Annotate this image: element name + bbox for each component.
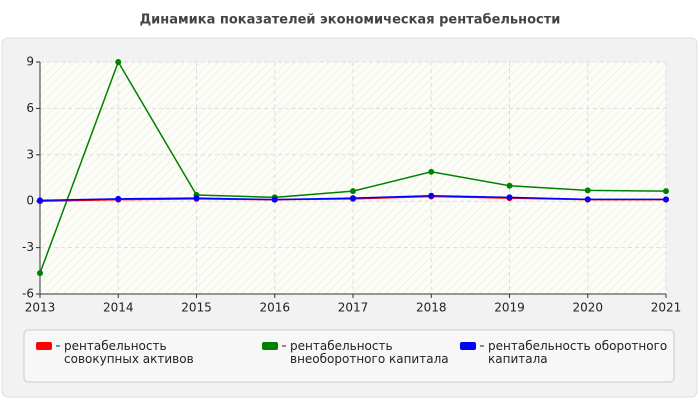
point <box>663 188 669 195</box>
point <box>428 168 435 175</box>
x-tick-label: 2020 <box>572 301 603 315</box>
point <box>37 197 43 204</box>
point <box>506 182 513 189</box>
point <box>663 196 669 203</box>
point <box>193 195 200 202</box>
point <box>115 195 122 202</box>
point <box>350 195 356 202</box>
point <box>350 188 356 195</box>
legend-label: рентабельность совокупных активов <box>64 339 194 366</box>
y-tick-label: -3 <box>22 240 34 254</box>
legend-swatch <box>36 342 52 350</box>
chart-title: Динамика показателей экономическая рента… <box>140 13 561 28</box>
y-tick-label: 6 <box>26 101 34 115</box>
x-tick-label: 2014 <box>103 301 134 315</box>
point <box>506 194 513 201</box>
x-tick-label: 2013 <box>25 301 56 315</box>
y-tick-label: -6 <box>22 287 34 301</box>
y-tick-label: 3 <box>26 147 34 161</box>
legend-swatch <box>460 342 476 350</box>
x-tick-label: 2018 <box>416 301 447 315</box>
x-tick-label: 2017 <box>338 301 369 315</box>
y-tick-label: 9 <box>26 55 34 69</box>
y-tick-label: 0 <box>26 194 34 208</box>
legend-swatch <box>262 342 278 350</box>
legend-label: рентабельность оборотного капитала <box>488 339 668 366</box>
legend-box <box>23 329 675 383</box>
point <box>115 59 122 65</box>
point <box>37 270 43 277</box>
point <box>584 196 591 203</box>
point <box>428 192 435 199</box>
legend-label: рентабельность внеоборотного капитала <box>290 339 449 366</box>
x-tick-label: 2019 <box>494 301 525 315</box>
x-tick-label: 2015 <box>181 301 212 315</box>
x-tick-label: 2016 <box>259 301 290 315</box>
point <box>271 196 278 203</box>
point <box>584 187 591 194</box>
x-tick-label: 2021 <box>651 301 682 315</box>
